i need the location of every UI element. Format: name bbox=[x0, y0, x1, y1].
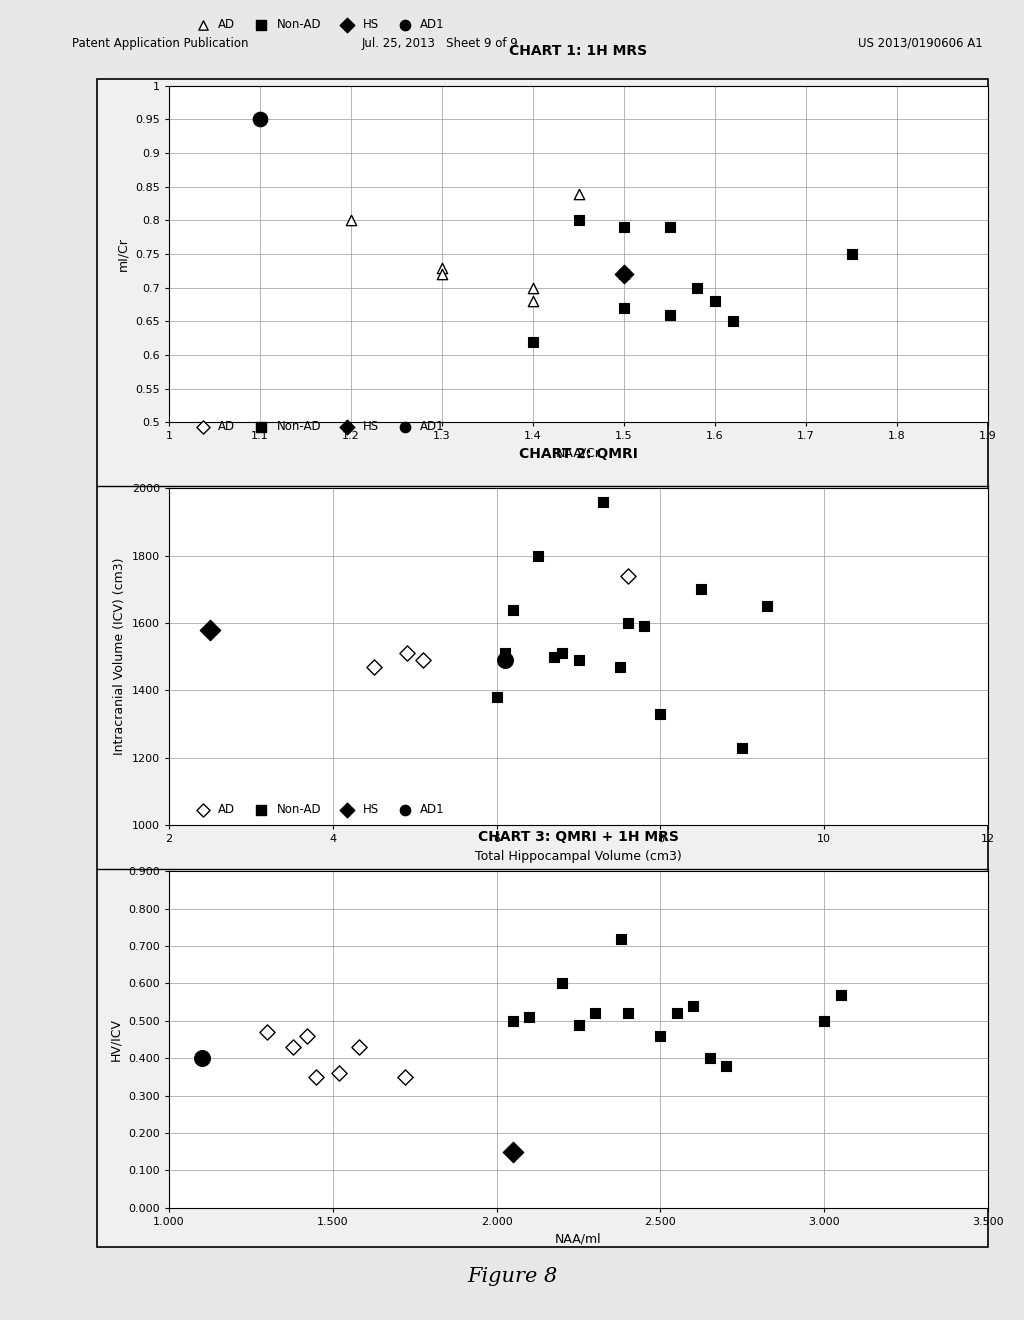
Point bbox=[615, 297, 632, 318]
Text: US 2013/0190606 A1: US 2013/0190606 A1 bbox=[858, 37, 983, 50]
Text: Patent Application Publication: Patent Application Publication bbox=[72, 37, 248, 50]
Point bbox=[259, 1022, 275, 1043]
Point bbox=[521, 1006, 538, 1027]
Point bbox=[611, 656, 628, 677]
Point bbox=[308, 1067, 325, 1088]
Point bbox=[615, 216, 632, 238]
Point bbox=[202, 619, 218, 640]
Point bbox=[685, 995, 701, 1016]
Point bbox=[343, 210, 359, 231]
Point bbox=[615, 264, 632, 285]
Point bbox=[701, 1048, 718, 1069]
Point bbox=[570, 649, 587, 671]
Point bbox=[652, 1026, 669, 1047]
Point bbox=[415, 649, 431, 671]
Point bbox=[689, 277, 706, 298]
Title: CHART 1: 1H MRS: CHART 1: 1H MRS bbox=[510, 45, 647, 58]
Point bbox=[570, 1014, 587, 1035]
Point bbox=[488, 686, 505, 708]
Point bbox=[434, 264, 451, 285]
Point bbox=[636, 616, 652, 638]
X-axis label: NAA/ml: NAA/ml bbox=[555, 1233, 602, 1245]
Point bbox=[194, 1048, 210, 1069]
Point bbox=[570, 210, 587, 231]
Legend: AD, Non-AD, HS, AD1: AD, Non-AD, HS, AD1 bbox=[191, 803, 444, 816]
Point bbox=[505, 1140, 521, 1163]
Point bbox=[620, 565, 636, 586]
Point bbox=[351, 1036, 368, 1057]
Point bbox=[366, 656, 382, 677]
Point bbox=[734, 737, 751, 758]
Point bbox=[434, 257, 451, 279]
Point bbox=[529, 545, 546, 566]
Title: CHART 3: QMRI + 1H MRS: CHART 3: QMRI + 1H MRS bbox=[478, 830, 679, 843]
Point bbox=[398, 643, 415, 664]
Point bbox=[595, 491, 611, 512]
Legend: AD, Non-AD, HS, AD1: AD, Non-AD, HS, AD1 bbox=[191, 420, 444, 433]
Point bbox=[331, 1063, 347, 1084]
Point bbox=[833, 985, 849, 1006]
Text: Jul. 25, 2013   Sheet 9 of 9: Jul. 25, 2013 Sheet 9 of 9 bbox=[361, 37, 519, 50]
Point bbox=[844, 243, 860, 264]
Point bbox=[505, 1010, 521, 1031]
Point bbox=[718, 1055, 734, 1076]
X-axis label: NAA/Cr: NAA/Cr bbox=[556, 447, 601, 459]
X-axis label: Total Hippocampal Volume (cm3): Total Hippocampal Volume (cm3) bbox=[475, 850, 682, 862]
Point bbox=[693, 578, 710, 599]
Point bbox=[662, 304, 678, 325]
Point bbox=[615, 264, 632, 285]
Point bbox=[587, 1003, 603, 1024]
Point bbox=[497, 643, 513, 664]
Point bbox=[252, 110, 268, 131]
Point bbox=[298, 1026, 314, 1047]
Point bbox=[525, 277, 542, 298]
Point bbox=[396, 1067, 413, 1088]
Point bbox=[505, 599, 521, 620]
Point bbox=[497, 649, 513, 671]
Point bbox=[759, 595, 775, 616]
Point bbox=[816, 1010, 833, 1031]
Text: Figure 8: Figure 8 bbox=[467, 1267, 557, 1286]
Point bbox=[554, 643, 570, 664]
Y-axis label: HV/ICV: HV/ICV bbox=[110, 1018, 123, 1061]
Point bbox=[620, 612, 636, 634]
Point bbox=[707, 290, 723, 312]
Point bbox=[669, 1003, 685, 1024]
Point bbox=[525, 331, 542, 352]
Title: CHART 2: QMRI: CHART 2: QMRI bbox=[519, 447, 638, 461]
Point bbox=[554, 973, 570, 994]
Point bbox=[662, 216, 678, 238]
Point bbox=[613, 928, 630, 949]
Point bbox=[525, 290, 542, 312]
Y-axis label: mI/Cr: mI/Cr bbox=[117, 238, 130, 271]
Legend: AD, Non-AD, HS, AD1: AD, Non-AD, HS, AD1 bbox=[191, 17, 444, 30]
Point bbox=[546, 647, 562, 668]
Y-axis label: Intracranial Volume (ICV) (cm3): Intracranial Volume (ICV) (cm3) bbox=[114, 558, 126, 755]
Point bbox=[570, 183, 587, 205]
Point bbox=[620, 1003, 636, 1024]
Point bbox=[286, 1036, 302, 1057]
Point bbox=[725, 310, 741, 331]
Point bbox=[652, 704, 669, 725]
